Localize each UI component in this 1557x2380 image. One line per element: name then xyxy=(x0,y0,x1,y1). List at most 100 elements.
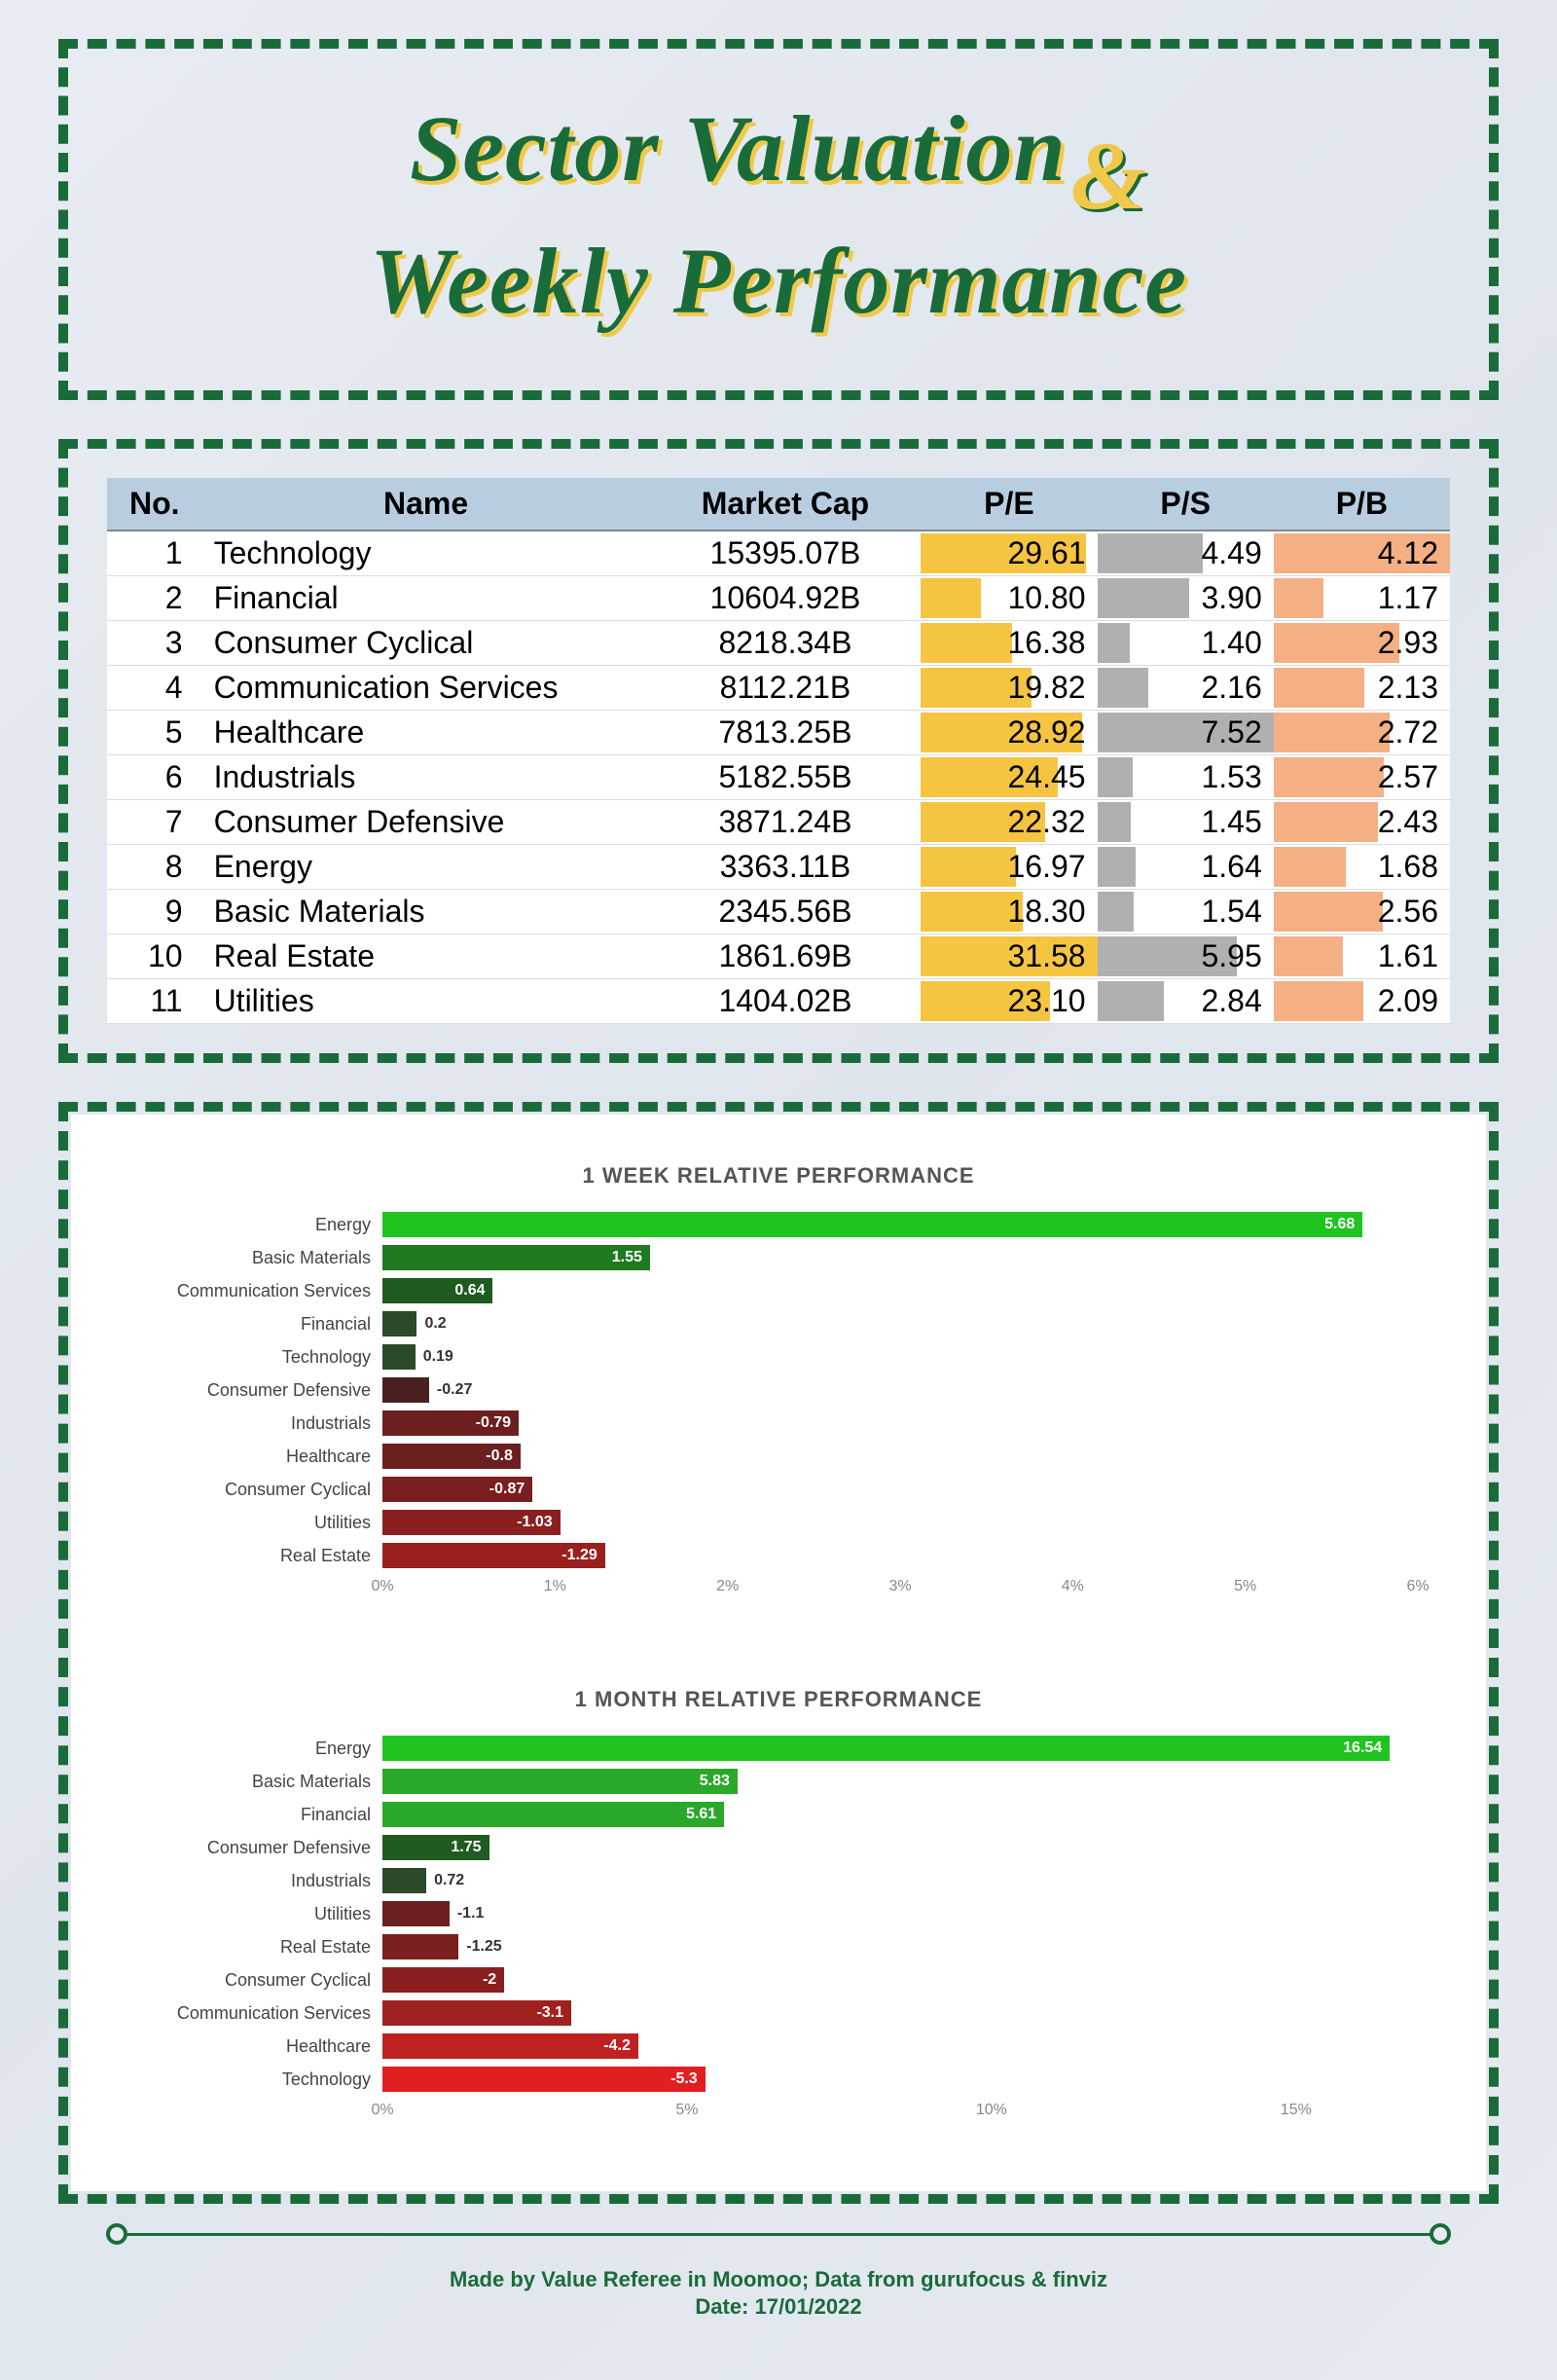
chart-week-title: 1 WEEK RELATIVE PERFORMANCE xyxy=(139,1163,1418,1189)
title-line-2: Weekly Performance xyxy=(107,230,1450,333)
col-name: Name xyxy=(202,478,650,531)
table-row: 8Energy3363.11B16.971.641.68 xyxy=(107,845,1450,890)
chart-row: Real Estate-1.25 xyxy=(139,1930,1418,1963)
chart-row-label: Consumer Cyclical xyxy=(139,1480,382,1500)
col-pb: P/B xyxy=(1274,478,1450,531)
chart-bar-value: -0.79 xyxy=(468,1414,519,1432)
chart-row: Consumer Defensive1.75 xyxy=(139,1831,1418,1864)
chart-row: Industrials-0.79 xyxy=(139,1407,1418,1440)
chart-bar: 1.75 xyxy=(382,1835,489,1860)
chart-row: Utilities-1.03 xyxy=(139,1506,1418,1539)
table-row: 3Consumer Cyclical8218.34B16.381.402.93 xyxy=(107,621,1450,666)
axis-tick: 5% xyxy=(1234,1578,1256,1595)
chart-row: Financial 5.61 xyxy=(139,1798,1418,1831)
chart-row: Healthcare-0.8 xyxy=(139,1440,1418,1473)
chart-bar-value: 0.72 xyxy=(426,1872,472,1889)
chart-row: Technology 0.19 xyxy=(139,1340,1418,1373)
chart-row: Consumer Defensive -0.27 xyxy=(139,1373,1418,1407)
chart-row-label: Financial xyxy=(139,1805,382,1825)
valuation-table-panel: No. Name Market Cap P/E P/S P/B 1Technol… xyxy=(58,439,1499,1063)
table-row: 2Financial10604.92B10.803.901.17 xyxy=(107,576,1450,621)
chart-bar: -5.3 xyxy=(382,2067,706,2092)
chart-bar xyxy=(382,1311,416,1336)
chart-bar: -1.29 xyxy=(382,1543,605,1568)
chart-row: Energy 16.54 xyxy=(139,1732,1418,1765)
chart-row-label: Basic Materials xyxy=(139,1248,382,1268)
title-line-1: Sector Valuation & xyxy=(107,97,1450,230)
chart-bar-value: -5.3 xyxy=(663,2070,706,2088)
chart-row: Consumer Cyclical-2 xyxy=(139,1963,1418,1996)
chart-bar: -4.2 xyxy=(382,2033,638,2059)
chart-bar-value: 16.54 xyxy=(1335,1739,1390,1757)
chart-bar: -3.1 xyxy=(382,2000,571,2026)
chart-row-label: Consumer Defensive xyxy=(139,1380,382,1401)
axis-tick: 3% xyxy=(888,1578,911,1595)
chart-row: Consumer Cyclical-0.87 xyxy=(139,1473,1418,1506)
chart-row: Industrials 0.72 xyxy=(139,1864,1418,1897)
ampersand-icon: & xyxy=(1070,123,1147,230)
footer-date-label: Date: xyxy=(695,2294,754,2319)
table-row: 4Communication Services8112.21B19.822.16… xyxy=(107,666,1450,711)
chart-row-label: Utilities xyxy=(139,1904,382,1924)
chart-bar-value: -3.1 xyxy=(528,2004,571,2022)
footer-prefix: Made by xyxy=(450,2267,541,2291)
table-row: 6Industrials5182.55B24.451.532.57 xyxy=(107,755,1450,800)
chart-bar-value: -0.8 xyxy=(478,1447,521,1465)
chart-bar: 0.64 xyxy=(382,1278,492,1303)
chart-bar-value: 5.61 xyxy=(678,1806,724,1823)
title-panel: Sector Valuation & Weekly Performance xyxy=(58,39,1499,400)
chart-row: Energy5.68 xyxy=(139,1208,1418,1241)
chart-row-label: Communication Services xyxy=(139,2003,382,2024)
chart-bar-value: 0.19 xyxy=(416,1348,461,1366)
chart-month-title: 1 MONTH RELATIVE PERFORMANCE xyxy=(139,1687,1418,1712)
footer-mid: in Moomoo; Data from xyxy=(681,2267,921,2291)
charts-panel: 1 WEEK RELATIVE PERFORMANCE Energy5.68Ba… xyxy=(58,1102,1499,2204)
chart-row-label: Industrials xyxy=(139,1871,382,1891)
chart-bar: -0.79 xyxy=(382,1410,519,1436)
axis-tick: 4% xyxy=(1062,1578,1084,1595)
chart-bar-value: 1.75 xyxy=(443,1839,489,1856)
chart-bar: 5.83 xyxy=(382,1769,738,1794)
chart-row: Communication Services -3.1 xyxy=(139,1996,1418,2030)
axis-tick: 6% xyxy=(1406,1578,1429,1595)
chart-row-label: Technology xyxy=(139,2069,382,2090)
axis-tick: 0% xyxy=(371,2102,393,2119)
chart-bar-value: -4.2 xyxy=(596,2037,638,2055)
col-mcap: Market Cap xyxy=(650,478,922,531)
chart-bar-value: -0.27 xyxy=(429,1381,480,1399)
chart-bar-value: 0.2 xyxy=(416,1315,453,1333)
chart-row-label: Healthcare xyxy=(139,2036,382,2057)
footer-date: 17/01/2022 xyxy=(755,2294,862,2319)
chart-bar: -0.87 xyxy=(382,1477,532,1502)
chart-bar: 5.68 xyxy=(382,1212,1362,1237)
table-row: 5Healthcare7813.25B28.927.522.72 xyxy=(107,711,1450,755)
chart-row-label: Real Estate xyxy=(139,1937,382,1958)
chart-month: 1 MONTH RELATIVE PERFORMANCE Energy 16.54… xyxy=(110,1667,1447,2162)
chart-bar-value: 1.55 xyxy=(604,1249,650,1266)
chart-bar xyxy=(382,1901,450,1926)
axis-tick: 10% xyxy=(976,2102,1007,2119)
col-ps: P/S xyxy=(1098,478,1274,531)
chart-bar: 5.61 xyxy=(382,1802,724,1827)
chart-row-label: Real Estate xyxy=(139,1546,382,1566)
chart-bar-value: -1.29 xyxy=(554,1547,604,1564)
circle-icon xyxy=(1430,2223,1451,2245)
chart-row: Basic Materials5.83 xyxy=(139,1765,1418,1798)
chart-row: Financial0.2 xyxy=(139,1307,1418,1340)
col-pe: P/E xyxy=(921,478,1097,531)
chart-bar-value: -2 xyxy=(475,1971,504,1989)
table-row: 10Real Estate1861.69B31.585.951.61 xyxy=(107,934,1450,979)
axis-tick: 5% xyxy=(675,2102,698,2119)
chart-row-label: Technology xyxy=(139,1347,382,1368)
circle-icon xyxy=(106,2223,127,2245)
chart-row-label: Utilities xyxy=(139,1513,382,1533)
axis-tick: 1% xyxy=(544,1578,566,1595)
chart-bar-value: 5.68 xyxy=(1317,1216,1362,1233)
axis-tick: 2% xyxy=(716,1578,739,1595)
chart-axis: 0%5%10%15% xyxy=(139,2102,1418,2123)
table-row: 11Utilities1404.02B23.102.842.09 xyxy=(107,979,1450,1024)
chart-bar-value: 0.64 xyxy=(447,1282,492,1300)
chart-row: Real Estate -1.29 xyxy=(139,1539,1418,1572)
chart-row-label: Energy xyxy=(139,1739,382,1759)
axis-tick: 0% xyxy=(371,1578,393,1595)
